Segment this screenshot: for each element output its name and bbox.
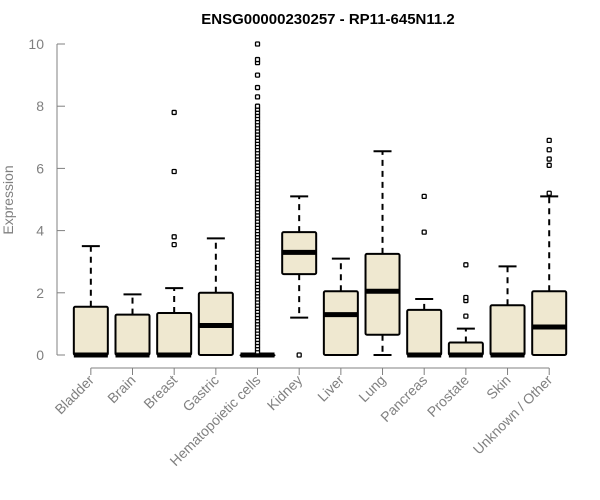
- outlier-point: [463, 294, 469, 301]
- x-tick-label: Prostate: [424, 372, 472, 420]
- outlier-point: [463, 262, 469, 268]
- outlier-point: [254, 84, 261, 91]
- x-tick-label: Kidney: [264, 372, 306, 414]
- y-axis: 0 2 4 6 8 10: [28, 36, 65, 363]
- box-group: [197, 237, 234, 356]
- box-group: [239, 41, 276, 358]
- outlier-point: [546, 190, 552, 196]
- outlier-point: [421, 193, 427, 200]
- outlier-point: [171, 234, 177, 240]
- iqr-box: [114, 313, 151, 357]
- outlier-point: [171, 241, 177, 248]
- iqr-box: [322, 290, 359, 356]
- box-group: [322, 257, 359, 356]
- box-group: [156, 109, 193, 358]
- box-series: [72, 41, 568, 358]
- outlier-point: [254, 41, 261, 47]
- outlier-point: [421, 229, 427, 235]
- y-tick-label: 6: [36, 160, 44, 176]
- x-tick-label: Liver: [314, 372, 347, 405]
- iqr-box: [531, 290, 568, 356]
- iqr-box: [72, 305, 109, 357]
- x-tick-label: Breast: [140, 372, 180, 412]
- box-group: [364, 150, 401, 356]
- chart-title: ENSG00000230257 - RP11-645N11.2: [201, 11, 455, 28]
- outlier-point: [546, 162, 552, 168]
- iqr-box: [489, 304, 526, 356]
- box-group: [489, 265, 526, 358]
- outlier-point: [171, 109, 177, 116]
- box-group: [531, 137, 568, 356]
- y-tick-label: 0: [36, 347, 44, 363]
- box-group: [447, 262, 484, 358]
- box-group: [72, 245, 109, 358]
- x-tick-label: Unknown / Other: [470, 372, 556, 458]
- x-tick-label: Brain: [104, 372, 138, 406]
- y-tick-label: 4: [36, 223, 44, 239]
- outlier-point: [254, 103, 261, 109]
- x-tick-label: Skin: [483, 372, 514, 403]
- outlier-point: [296, 352, 302, 358]
- box-group: [281, 195, 318, 358]
- outlier-point: [546, 147, 552, 153]
- outlier-point: [254, 94, 261, 100]
- iqr-box: [364, 252, 401, 336]
- outlier-point: [463, 313, 469, 319]
- iqr-box: [406, 308, 443, 356]
- iqr-box: [156, 312, 193, 357]
- outlier-point: [546, 156, 552, 162]
- outlier-point: [254, 56, 261, 63]
- box-group: [114, 293, 151, 358]
- x-tick-label: Lung: [355, 372, 388, 405]
- y-tick-label: 10: [28, 36, 44, 52]
- y-axis-label: Expression: [0, 165, 16, 234]
- outlier-point: [171, 168, 177, 175]
- outlier-point: [546, 137, 552, 144]
- y-tick-label: 2: [36, 285, 44, 301]
- box-group: [406, 193, 443, 358]
- outlier-point: [254, 72, 261, 78]
- y-tick-label: 8: [36, 98, 44, 114]
- x-tick-label: Bladder: [52, 372, 98, 418]
